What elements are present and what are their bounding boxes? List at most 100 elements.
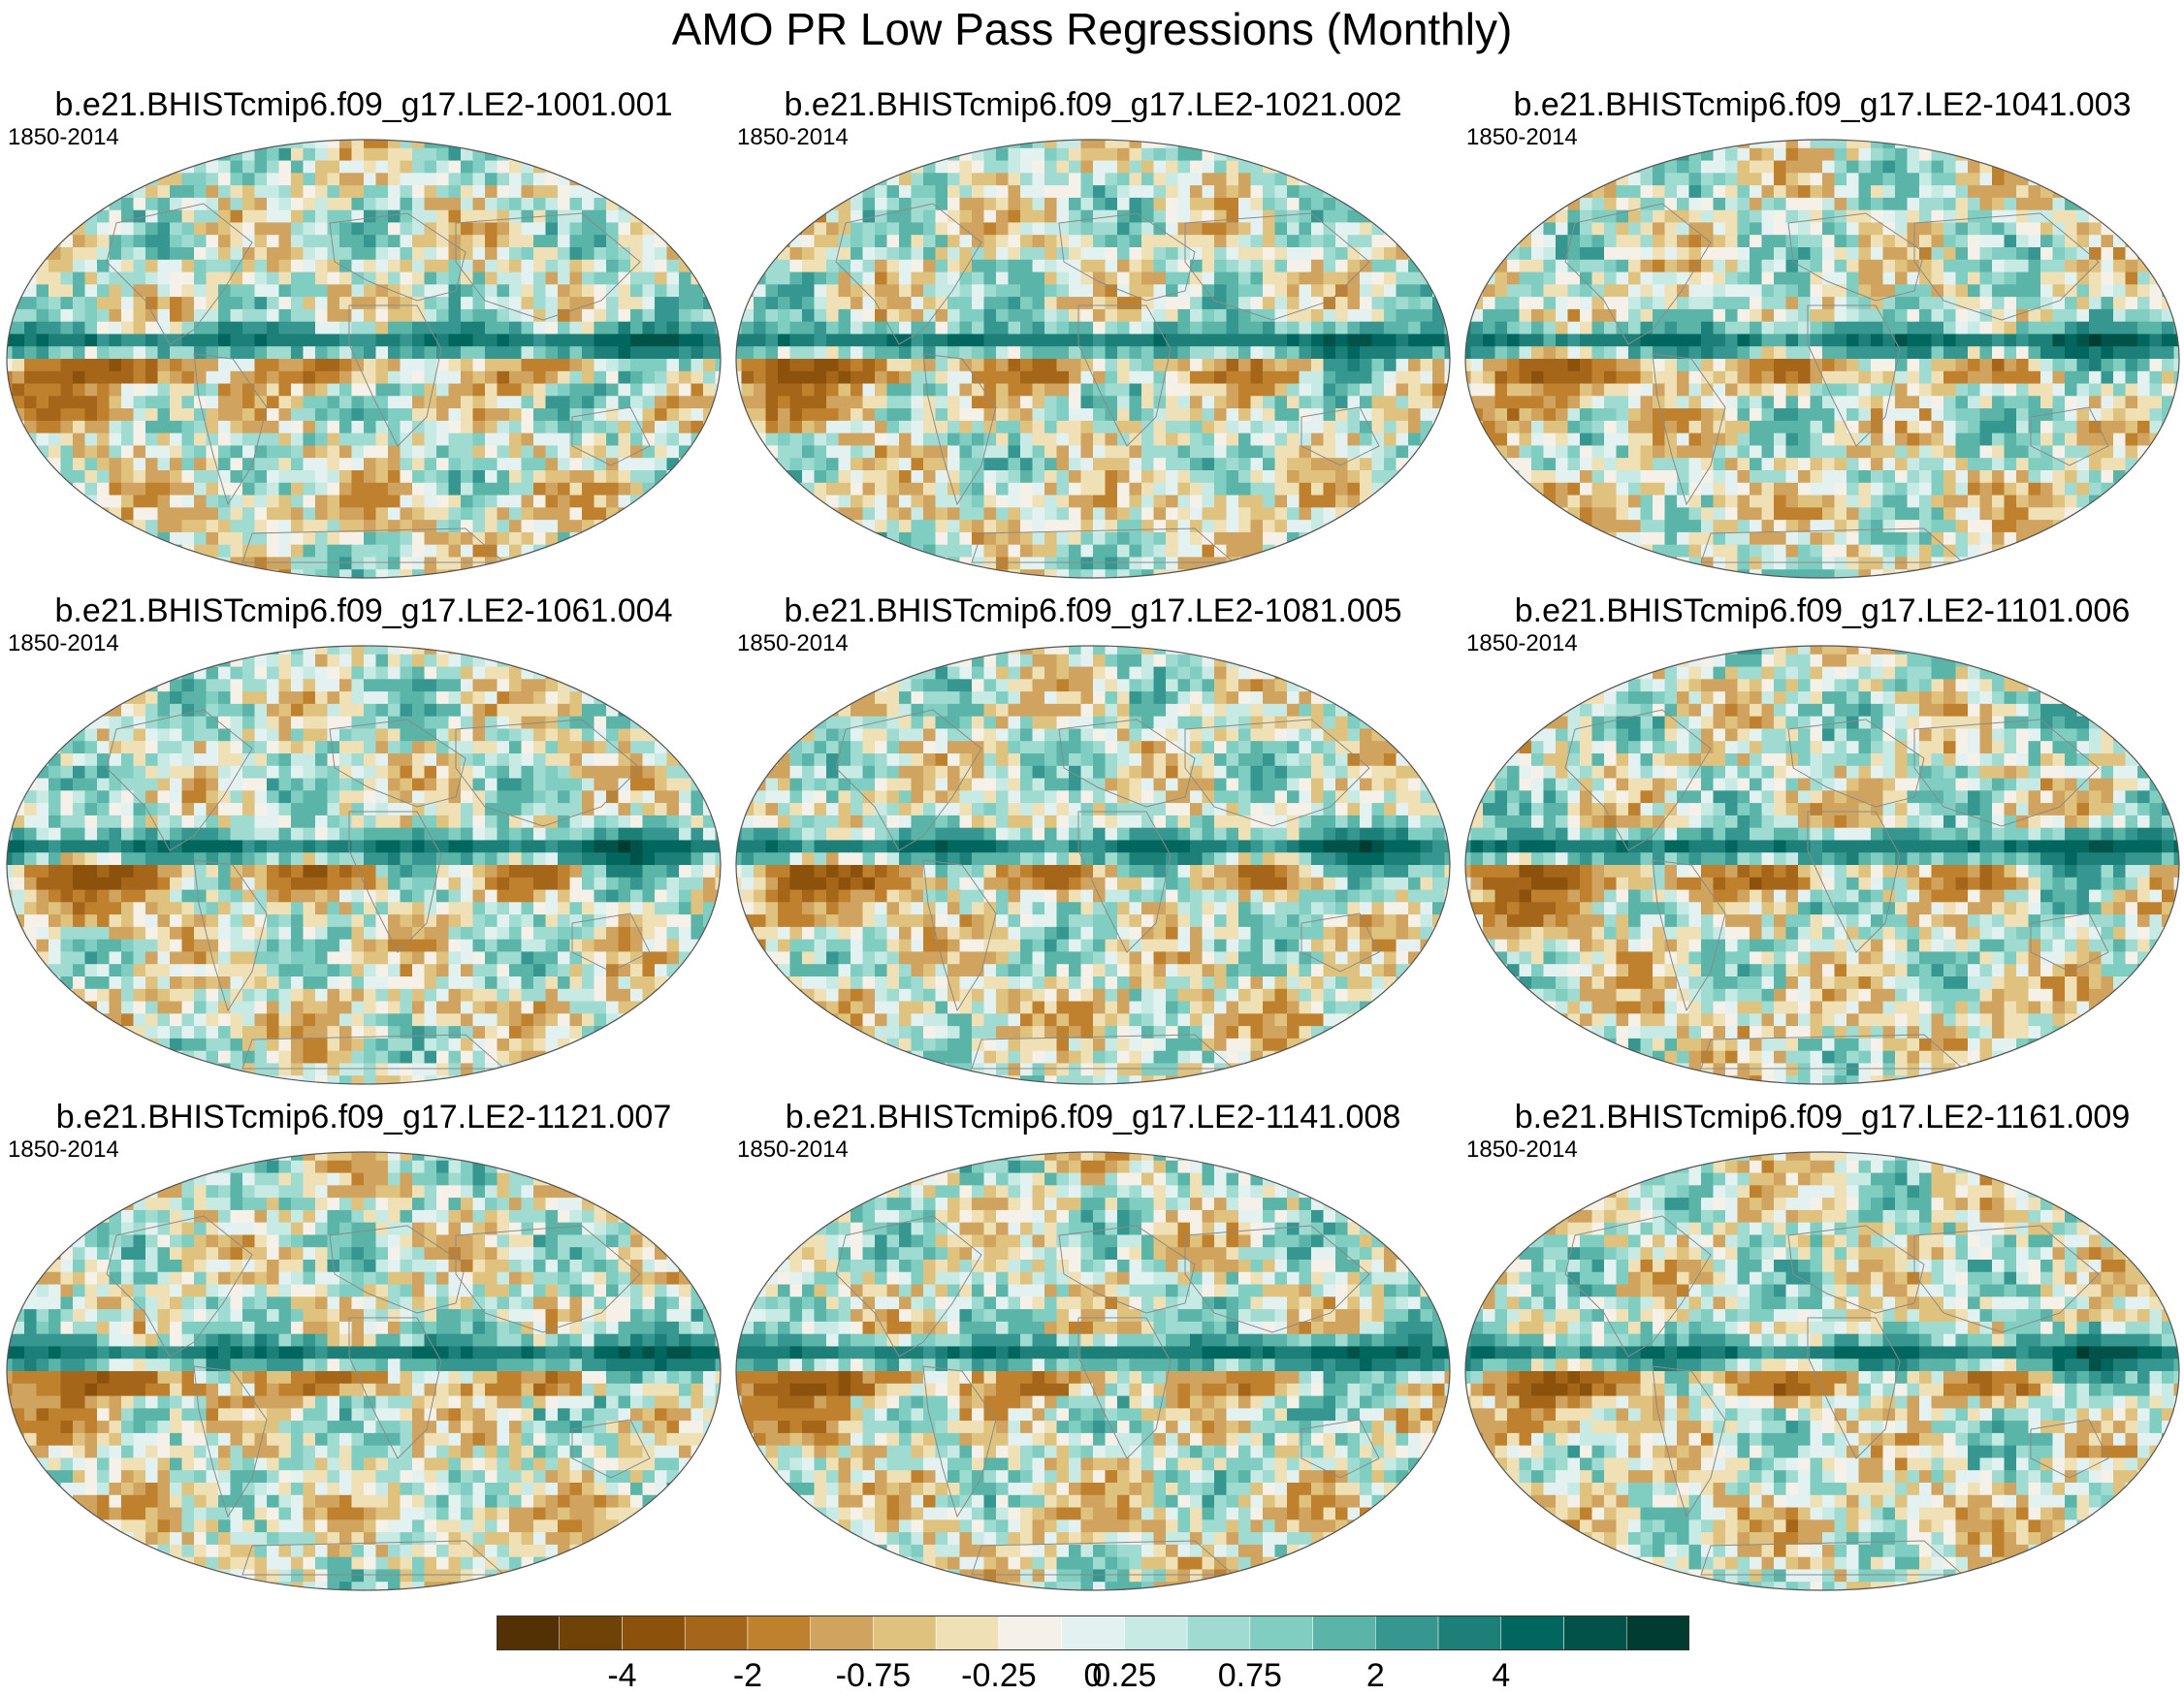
field-cell (899, 209, 913, 224)
field-cell (1371, 383, 1385, 397)
field-cell (1177, 235, 1191, 248)
field-cell (802, 383, 816, 397)
field-cell (1177, 432, 1191, 447)
field-cell (375, 520, 389, 533)
field-cell (1701, 247, 1715, 261)
field-cell (778, 185, 791, 199)
field-cell (1919, 259, 1933, 273)
field-cell (157, 408, 171, 422)
field-cell (170, 160, 183, 174)
field-cell (1020, 321, 1034, 336)
field-cell (303, 482, 316, 496)
field-cell (1287, 185, 1301, 199)
field-cell (558, 235, 571, 248)
field-cell (242, 420, 256, 434)
field-cell (826, 272, 840, 285)
field-cell (254, 346, 268, 360)
field-cell (1008, 520, 1021, 533)
field-cell (60, 308, 74, 323)
field-cell (959, 445, 973, 459)
field-cell (170, 235, 183, 248)
field-cell (1153, 507, 1167, 521)
field-cell (923, 147, 937, 162)
field-cell (1653, 222, 1666, 236)
field-cell (959, 160, 973, 174)
field-cell (461, 408, 474, 422)
field-cell (1153, 209, 1167, 224)
field-cell (1129, 197, 1142, 211)
field-cell (642, 185, 656, 199)
field-cell (1177, 160, 1191, 174)
field-cell (84, 235, 98, 248)
field-cell (60, 321, 74, 336)
field-cell (2101, 140, 2114, 149)
field-cell (569, 160, 583, 174)
field-cell (133, 383, 146, 397)
field-cell (121, 569, 135, 578)
field-cell (1847, 185, 1860, 199)
field-cell (1299, 346, 1312, 360)
field-cell (1347, 321, 1361, 336)
field-cell (814, 185, 827, 199)
field-cell (1008, 259, 1021, 273)
field-cell (1444, 470, 1450, 484)
field-cell (1640, 160, 1654, 174)
field-cell (778, 383, 791, 397)
field-cell (862, 222, 876, 236)
field-cell (1858, 222, 1872, 236)
field-cell (1214, 235, 1228, 248)
field-cell (1396, 507, 1409, 521)
field-cell (1250, 482, 1264, 496)
field-cell (291, 334, 305, 347)
field-cell (1408, 420, 1422, 434)
field-cell (218, 334, 232, 347)
field-cell (145, 185, 159, 199)
field-cell (109, 470, 122, 484)
field-cell (923, 308, 937, 323)
field-cell (814, 557, 827, 570)
field-cell (1080, 569, 1094, 578)
field-cell (509, 222, 523, 236)
field-cell (1858, 173, 1872, 186)
field-cell (754, 247, 767, 261)
field-cell (315, 259, 329, 273)
field-cell (1737, 197, 1750, 211)
field-cell (1943, 185, 1957, 199)
field-cell (170, 520, 183, 533)
field-cell (851, 160, 864, 174)
field-cell (533, 259, 547, 273)
field-cell (1713, 222, 1726, 236)
field-cell (1360, 259, 1373, 273)
field-cell (1080, 420, 1094, 434)
field-cell (1347, 370, 1361, 385)
field-cell (351, 272, 365, 285)
field-cell (2137, 197, 2151, 211)
field-cell (1640, 197, 1654, 211)
field-cell (1519, 140, 1532, 149)
field-cell (875, 544, 888, 559)
field-cell (1653, 173, 1666, 186)
field-cell (206, 173, 219, 186)
field-cell (375, 308, 389, 323)
field-cell (1360, 557, 1373, 570)
field-cell (545, 247, 559, 261)
field-cell (1020, 160, 1034, 174)
field-cell (388, 557, 401, 570)
field-cell (754, 445, 767, 459)
field-cell (1444, 235, 1450, 248)
field-cell (1117, 346, 1131, 360)
field-cell (461, 544, 474, 559)
field-cell (1444, 297, 1450, 310)
field-cell (1287, 222, 1301, 236)
field-cell (1531, 185, 1545, 199)
field-cell (630, 235, 644, 248)
field-cell (1943, 247, 1957, 261)
field-cell (959, 569, 973, 578)
field-cell (1444, 482, 1450, 496)
field-cell (48, 308, 62, 323)
field-cell (715, 495, 721, 508)
field-cell (109, 321, 122, 336)
field-cell (24, 284, 38, 298)
field-cell (254, 569, 268, 578)
field-cell (254, 160, 268, 174)
